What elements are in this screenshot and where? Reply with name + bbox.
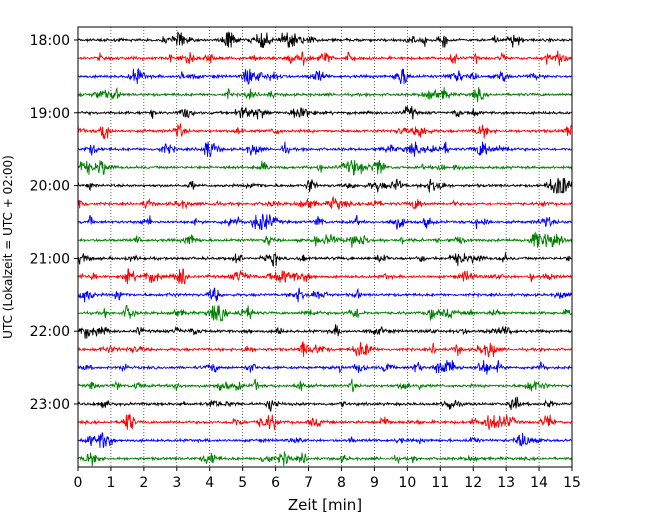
y-tick-label: 20:00 <box>30 179 70 195</box>
x-tick-label: 3 <box>172 475 181 491</box>
x-tick-label: 14 <box>530 475 548 491</box>
x-tick-label: 13 <box>497 475 515 491</box>
seismogram-trace <box>77 177 573 194</box>
plot-frame <box>77 26 573 468</box>
x-tick-label: 5 <box>238 475 247 491</box>
seismogram-trace <box>77 252 573 267</box>
x-tick-label: 9 <box>370 475 379 491</box>
seismogram-trace <box>77 213 573 230</box>
traces <box>77 31 573 467</box>
x-tick-label: 12 <box>464 475 482 491</box>
seismogram-trace <box>77 87 573 103</box>
x-tick-label: 8 <box>337 475 346 491</box>
seismogram-trace <box>77 378 573 393</box>
x-tick-label: 0 <box>74 475 83 491</box>
seismogram-trace <box>77 31 573 49</box>
seismogram-trace <box>77 396 573 412</box>
y-tick-label: 18:00 <box>30 33 70 49</box>
x-tick-label: 11 <box>431 475 449 491</box>
y-tick-label: 19:00 <box>30 106 70 122</box>
x-tick-label: 1 <box>106 475 115 491</box>
y-tick-label: 21:00 <box>30 251 70 267</box>
x-tick-label: 4 <box>205 475 214 491</box>
seismogram-trace <box>77 340 573 357</box>
seismogram-trace <box>77 159 573 176</box>
y-tick-label: 22:00 <box>30 324 70 340</box>
x-tick-label: 2 <box>139 475 148 491</box>
y-axis-ticks: 18:00 19:00 20:00 21:00 22:00 23:00 <box>30 33 78 413</box>
x-axis-label: Zeit [min] <box>288 496 362 514</box>
seismogram-trace <box>77 141 573 157</box>
seismogram-trace <box>77 451 573 467</box>
seismogram-trace <box>77 195 573 210</box>
seismogram-trace <box>77 287 573 303</box>
x-tick-label: 15 <box>563 475 581 491</box>
seismogram-trace <box>77 324 573 339</box>
y-axis-label: UTC (Lokalzeit = UTC + 02:00) <box>1 155 15 339</box>
seismogram-trace <box>77 123 573 140</box>
seismogram-trace <box>77 360 573 375</box>
x-axis-ticks: 0 1 2 3 4 5 6 7 8 9 10 11 12 13 14 15 <box>74 467 581 491</box>
grid-lines <box>110 27 540 467</box>
y-tick-label: 23:00 <box>30 397 70 413</box>
seismogram-trace <box>77 305 573 322</box>
seismogram-trace <box>77 268 573 285</box>
x-tick-label: 7 <box>304 475 313 491</box>
seismogram-trace <box>77 50 573 66</box>
x-tick-label: 10 <box>398 475 416 491</box>
seismogram-trace <box>77 105 573 120</box>
seismogram-trace <box>77 432 573 449</box>
seismogram-trace <box>77 231 573 248</box>
x-tick-label: 6 <box>271 475 280 491</box>
seismogram-trace <box>77 414 573 430</box>
seismogram-trace <box>77 67 573 85</box>
